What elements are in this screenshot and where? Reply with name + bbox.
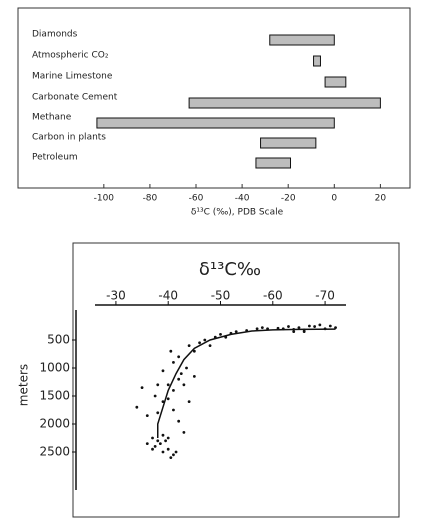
data-point [151,436,154,440]
data-point [287,325,290,328]
data-point [166,383,170,387]
data-point [166,397,170,401]
x-tick-label: -30 [106,289,126,303]
category-label: Methane [32,113,72,123]
range-bar [313,55,321,67]
x-tick-label: -60 [189,194,204,204]
data-point [260,326,264,330]
category-label: Diamonds [32,30,78,40]
data-point [172,361,175,364]
data-point [166,447,170,451]
data-point [208,344,212,347]
category-label: Marine Limestone [32,72,113,82]
data-point [185,366,188,370]
category-label: Petroleum [32,153,78,163]
data-point [169,456,173,459]
data-point [174,450,178,454]
data-point [153,445,157,448]
data-point [161,400,165,403]
trend-curve [157,328,336,438]
panel-frame [17,7,411,189]
data-point [177,419,181,423]
y-tick-label: 2500 [39,445,70,459]
data-point [140,386,144,389]
data-point [145,414,149,417]
data-point [158,442,162,445]
data-point [276,326,280,330]
y-tick-label: 500 [47,333,70,347]
data-point [297,326,301,330]
data-point [179,372,183,375]
data-point [145,442,149,445]
data-point [161,369,165,373]
category-label: Atmospheric CO₂ [32,51,109,61]
data-point [156,439,160,443]
data-point [234,330,238,333]
data-point [187,344,191,347]
data-point [219,333,222,336]
data-point [164,439,167,443]
x-tick-label: -40 [235,194,250,204]
panel-frame [72,242,400,518]
data-point [166,436,170,440]
data-point [198,341,201,345]
x-tick-label: 20 [375,194,387,204]
data-point [172,408,175,412]
data-point [192,375,196,378]
range-bar [255,157,292,169]
data-point [135,405,139,409]
x-tick-label: -60 [263,289,283,303]
y-tick-label: 1500 [39,389,70,403]
data-point [255,327,259,331]
data-point [302,330,306,333]
data-point [156,411,160,415]
x-tick-label: -20 [281,194,296,204]
x-tick-label: -70 [315,289,335,303]
data-point [182,431,186,434]
data-point [153,394,157,398]
chart-title: δ¹³C‰ [199,259,261,280]
data-point [177,355,181,359]
range-bar [269,34,335,46]
data-point [169,349,173,353]
x-tick-label: -100 [94,194,115,204]
data-point [161,433,165,437]
category-label: Carbonate Cement [32,93,118,103]
x-axis-label: δ¹³C (‰), PDB Scale [191,208,284,218]
y-tick-label: 1000 [39,361,70,375]
data-point [156,383,160,387]
x-tick-label: -80 [143,194,158,204]
range-bar [96,117,335,129]
y-axis-label: meters [17,364,31,406]
data-point [161,450,165,454]
data-point [172,453,175,457]
data-point [192,349,196,353]
x-tick-label: 0 [331,194,337,204]
range-bar [260,137,317,149]
x-tick-label: -50 [211,289,231,303]
data-point [292,330,296,333]
data-point [177,377,181,381]
data-point [318,323,322,327]
y-tick-label: 2000 [39,417,70,431]
range-bar [188,97,381,109]
data-point [182,383,186,387]
data-point [313,325,317,328]
data-point [328,324,332,328]
x-tick-label: -40 [158,289,178,303]
data-point [151,447,154,451]
data-point [307,324,311,328]
data-point [187,400,191,403]
range-bar [324,76,347,88]
data-point [172,389,175,392]
category-label: Carbon in plants [32,133,106,143]
data-point [203,338,207,342]
